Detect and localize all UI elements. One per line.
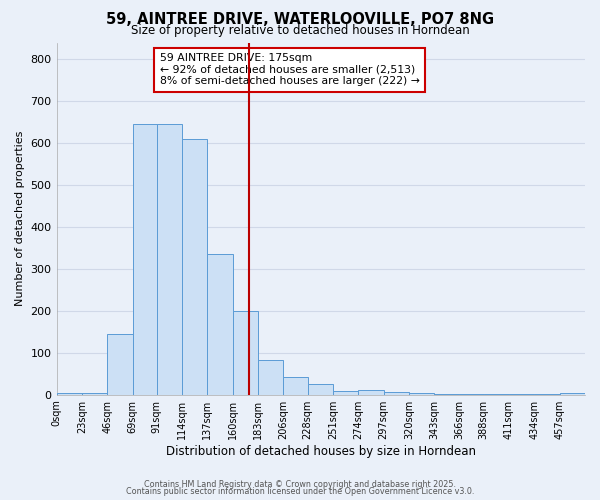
X-axis label: Distribution of detached houses by size in Horndean: Distribution of detached houses by size … bbox=[166, 444, 476, 458]
Bar bbox=[56, 392, 82, 394]
Bar bbox=[358, 390, 383, 394]
Bar bbox=[258, 360, 283, 394]
Bar bbox=[233, 311, 258, 394]
Bar bbox=[82, 392, 107, 394]
Text: 59 AINTREE DRIVE: 175sqm
← 92% of detached houses are smaller (2,513)
8% of semi: 59 AINTREE DRIVE: 175sqm ← 92% of detach… bbox=[160, 53, 419, 86]
Bar bbox=[383, 392, 409, 394]
Y-axis label: Number of detached properties: Number of detached properties bbox=[15, 131, 25, 306]
Bar bbox=[333, 390, 358, 394]
Bar bbox=[157, 124, 182, 394]
Text: Contains HM Land Registry data © Crown copyright and database right 2025.: Contains HM Land Registry data © Crown c… bbox=[144, 480, 456, 489]
Bar bbox=[133, 124, 157, 394]
Bar bbox=[308, 384, 333, 394]
Text: 59, AINTREE DRIVE, WATERLOOVILLE, PO7 8NG: 59, AINTREE DRIVE, WATERLOOVILLE, PO7 8N… bbox=[106, 12, 494, 28]
Bar bbox=[107, 334, 133, 394]
Bar bbox=[182, 139, 208, 394]
Bar bbox=[208, 254, 233, 394]
Bar bbox=[283, 377, 308, 394]
Text: Size of property relative to detached houses in Horndean: Size of property relative to detached ho… bbox=[131, 24, 469, 37]
Text: Contains public sector information licensed under the Open Government Licence v3: Contains public sector information licen… bbox=[126, 488, 474, 496]
